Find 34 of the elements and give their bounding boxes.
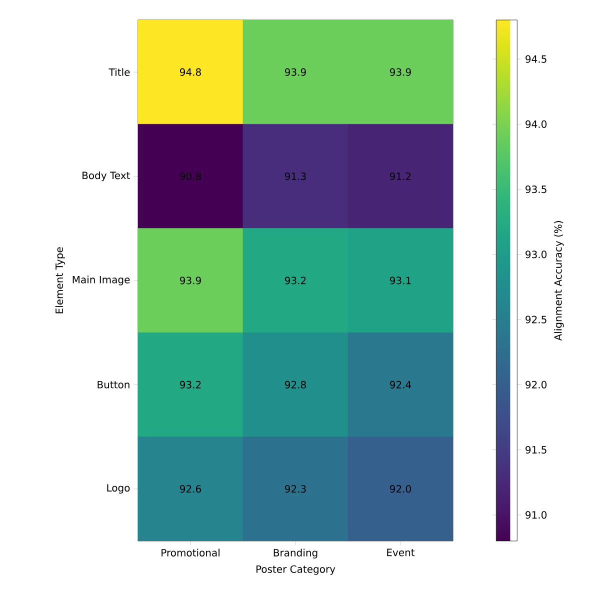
data-label: 94.8 (180, 68, 201, 76)
color-bar-label: 91.5 (526, 446, 546, 454)
data-label: 92.8 (284, 380, 306, 388)
color-bar-label: 93.5 (526, 186, 546, 194)
color-bar-label: 91.0 (526, 511, 547, 519)
color-bar-label: 92.5 (526, 316, 546, 324)
data-label: 92.4 (390, 380, 412, 388)
data-label: 91.3 (284, 172, 306, 180)
y-tick-label: Main Image (72, 276, 130, 286)
y-tick-label: Body Text (82, 171, 130, 182)
data-label: 93.2 (284, 276, 306, 284)
data-label: 92.6 (180, 485, 202, 493)
data-label: 93.2 (180, 380, 201, 388)
y-tick-label: Button (98, 380, 130, 388)
data-label: 93.1 (390, 276, 411, 284)
y-tick-label: Logo (107, 484, 130, 494)
color-bar-label: 94.5 (526, 55, 546, 63)
color-bar-label: 93.0 (526, 250, 547, 258)
data-label: 93.9 (390, 68, 411, 76)
data-label: 92.0 (390, 485, 411, 493)
data-label: 93.9 (284, 68, 306, 76)
x-tick-label: Event (387, 548, 415, 556)
x-tick-label: Branding (274, 548, 318, 558)
y-tick-label: Title (108, 68, 130, 76)
data-label: 90.8 (180, 172, 201, 180)
y-axis-title: Element Type (55, 247, 65, 314)
color-bar-title: Alignment Accuracy (%) (554, 221, 564, 341)
x-tick-label: Promotional (162, 548, 220, 557)
color-bar-label: 94.0 (526, 120, 547, 128)
data-label: 91.2 (390, 172, 411, 180)
data-label: 93.9 (180, 276, 201, 284)
color-bar-label: 92.0 (526, 380, 547, 388)
data-label: 92.3 (284, 485, 306, 493)
x-axis-title: Poster Category (256, 565, 336, 575)
